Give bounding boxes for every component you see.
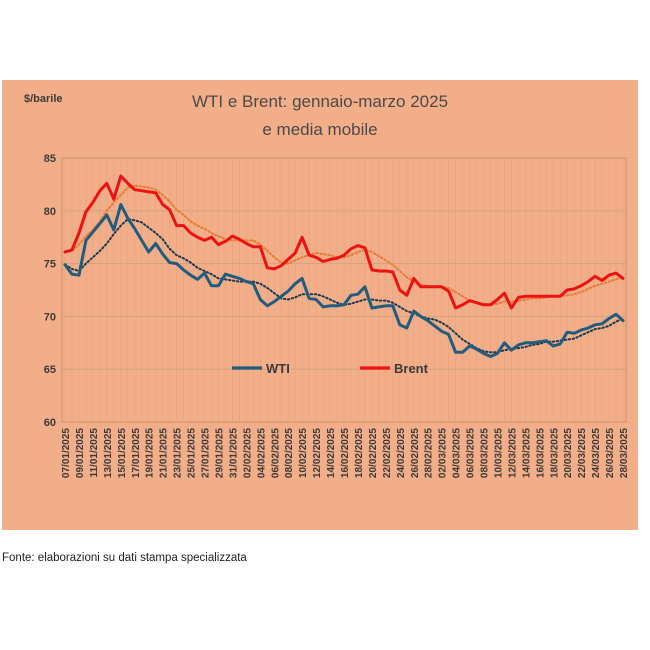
x-tick-label: 14/02/2025 (326, 428, 337, 478)
x-tick-label: 15/01/2025 (117, 428, 128, 478)
x-tick-label: 17/01/2025 (131, 428, 142, 478)
chart-subtitle: e media mobile (262, 120, 378, 139)
x-tick-label: 20/02/2025 (368, 428, 379, 478)
x-tick-label: 21/01/2025 (159, 428, 170, 478)
x-tick-label: 26/03/2025 (605, 428, 616, 478)
legend-label-brent: Brent (394, 361, 429, 376)
x-tick-label: 08/03/2025 (480, 428, 491, 478)
legend-label-wti: WTI (266, 361, 290, 376)
x-tick-label: 14/03/2025 (521, 428, 532, 478)
x-tick-label: 04/02/2025 (256, 428, 267, 478)
x-tick-label: 22/02/2025 (382, 428, 393, 478)
x-tick-label: 26/02/2025 (410, 428, 421, 478)
x-tick-label: 02/02/2025 (242, 428, 253, 478)
x-tick-label: 23/01/2025 (173, 428, 184, 478)
series-line-brent (63, 174, 625, 310)
x-tick-label: 08/02/2025 (284, 428, 295, 478)
x-tick-label: 12/02/2025 (312, 428, 323, 478)
x-tick-label: 10/02/2025 (298, 428, 309, 478)
x-tick-label: 09/01/2025 (75, 428, 86, 478)
x-tick-label: 28/02/2025 (424, 428, 435, 478)
y-tick-label: 75 (44, 259, 56, 271)
x-tick-label: 28/03/2025 (619, 428, 630, 478)
x-tick-label: 27/01/2025 (201, 428, 212, 478)
x-tick-label: 31/01/2025 (228, 428, 239, 478)
y-tick-label: 70 (44, 311, 56, 323)
x-tick-label: 16/03/2025 (535, 428, 546, 478)
x-tick-label: 19/01/2025 (145, 428, 156, 478)
x-tick-label: 02/03/2025 (438, 428, 449, 478)
plot-area (61, 157, 627, 423)
x-tick-label: 16/02/2025 (340, 428, 351, 478)
x-tick-label: 13/01/2025 (103, 428, 114, 478)
x-tick-label: 24/03/2025 (591, 428, 602, 478)
x-tick-label: 07/01/2025 (61, 428, 72, 478)
x-tick-label: 11/01/2025 (89, 428, 100, 478)
source-note: Fonte: elaborazioni su dati stampa speci… (2, 552, 247, 564)
x-tick-label: 18/03/2025 (549, 428, 560, 478)
x-tick-label: 20/03/2025 (563, 428, 574, 478)
x-tick-label: 06/02/2025 (270, 428, 281, 478)
x-tick-label: 25/01/2025 (187, 428, 198, 478)
x-tick-label: 10/03/2025 (493, 428, 504, 478)
x-tick-label: 18/02/2025 (354, 428, 365, 478)
y-axis-unit-label: $/barile (24, 93, 63, 105)
x-tick-label: 22/03/2025 (577, 428, 588, 478)
x-tick-label: 06/03/2025 (466, 428, 477, 478)
chart-title: WTI e Brent: gennaio-marzo 2025 (191, 92, 449, 111)
x-tick-label: 24/02/2025 (396, 428, 407, 478)
chart-panel: 60 65 70 75 80 85 07/01/2025 09/01/2025 11/01/20… (2, 80, 638, 530)
y-tick-label: 60 (44, 417, 56, 429)
x-tick-label: 04/03/2025 (452, 428, 463, 478)
series-line-brent-media-mobile (64, 184, 624, 306)
line-chart: 60 65 70 75 80 85 07/01/2025 09/01/2025 11/01/20… (44, 153, 630, 478)
series-line-wti (63, 203, 625, 358)
y-tick-label: 65 (44, 364, 56, 376)
y-tick-label: 85 (44, 153, 56, 165)
x-tick-label: 12/03/2025 (507, 428, 518, 478)
y-tick-label: 80 (44, 206, 56, 218)
x-tick-label: 29/01/2025 (214, 428, 225, 478)
